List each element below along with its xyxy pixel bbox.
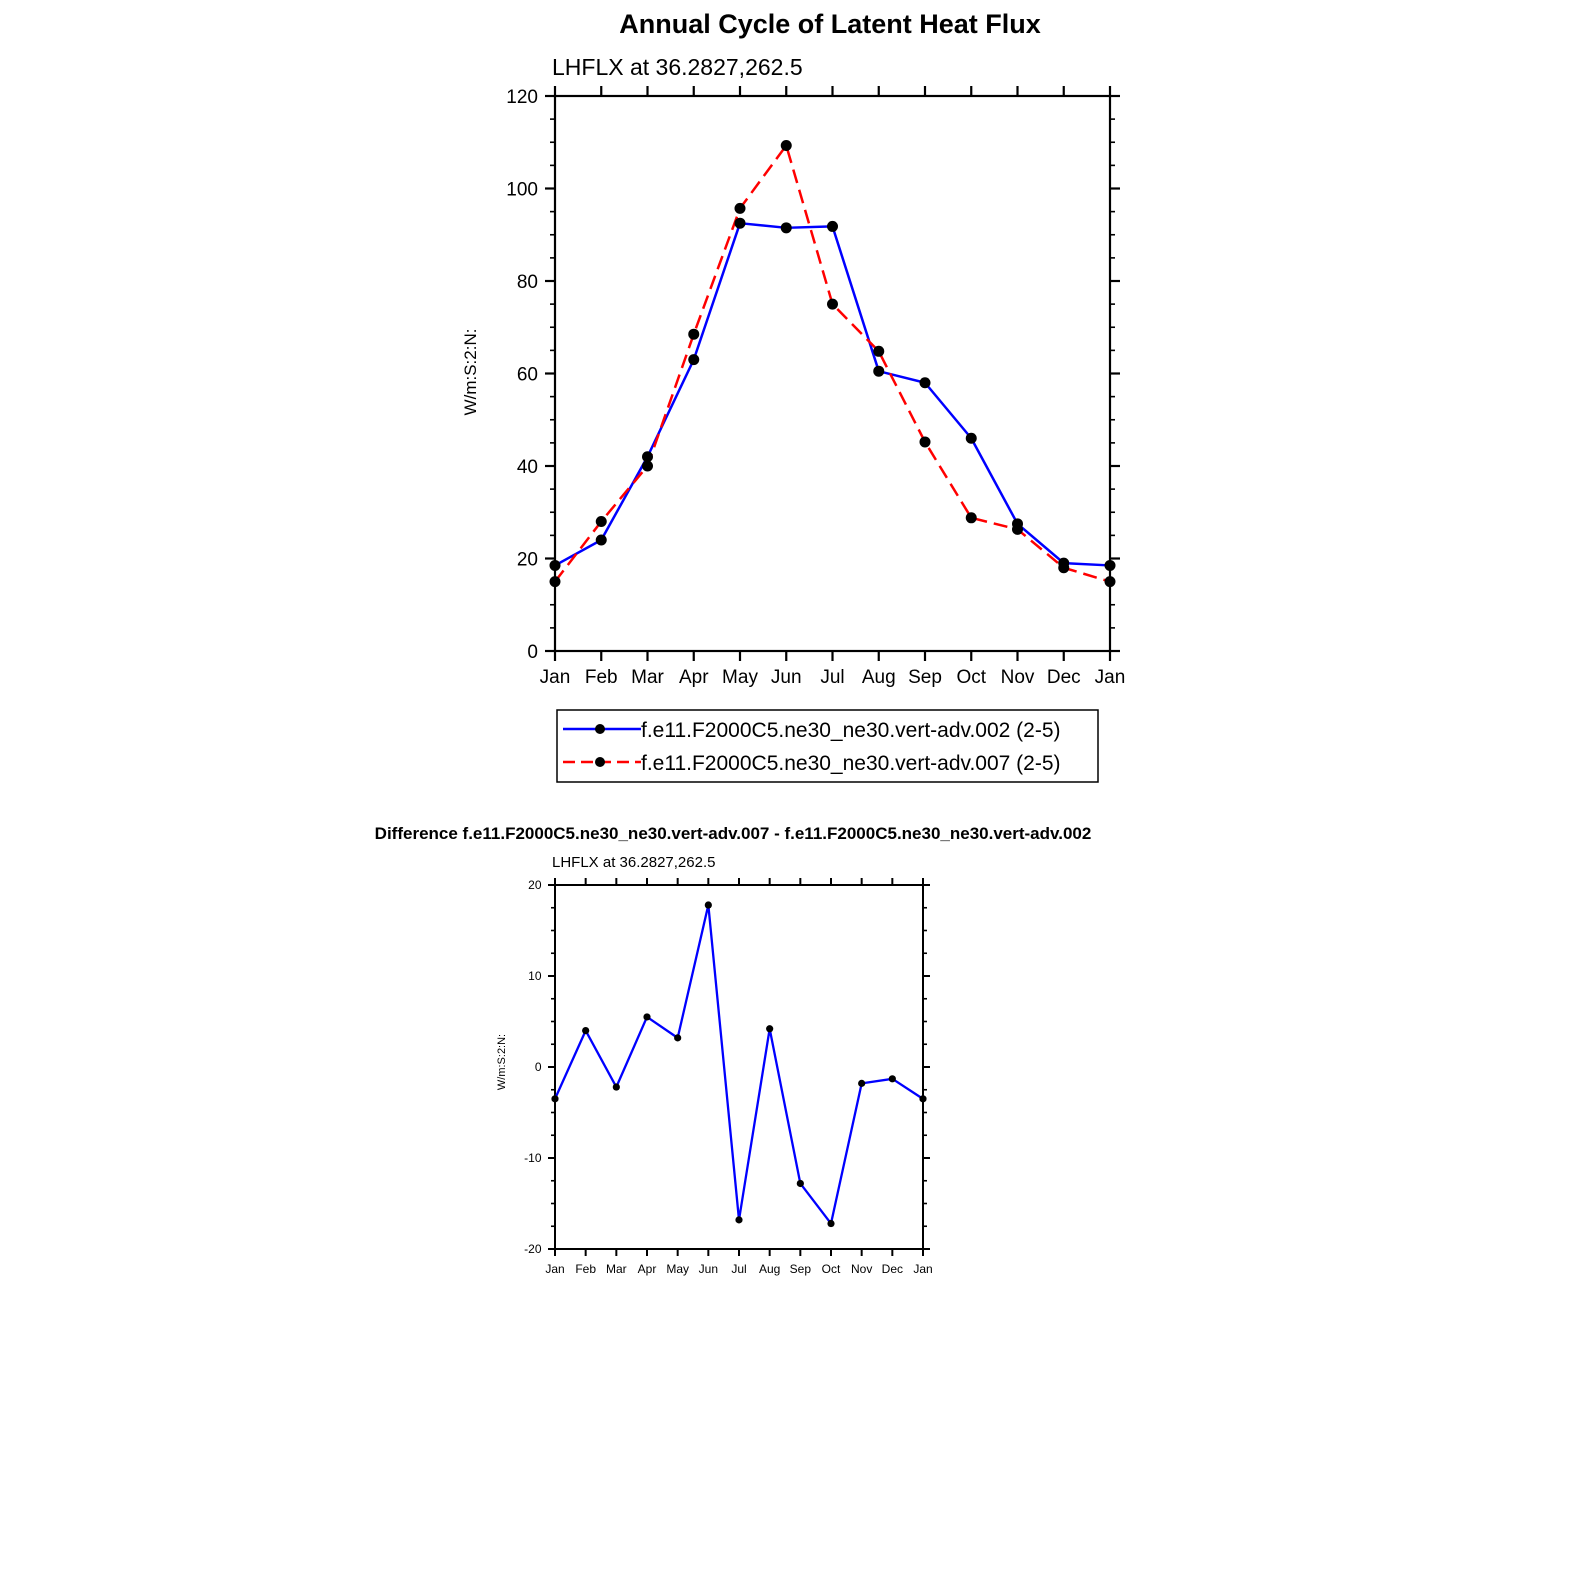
chart2-y-axis-label: W/m:S:2:N: <box>496 1034 508 1090</box>
series-2-point <box>595 516 607 527</box>
legend-label-series-002: f.e11.F2000C5.ne30_ne30.vert-adv.002 (2-… <box>641 719 1061 742</box>
chart1-y-axis-label: W/m:S:2:N: <box>461 329 480 416</box>
series-1-point <box>796 1179 804 1188</box>
series-2-point <box>965 512 977 524</box>
chart1-series-layer <box>549 139 1116 588</box>
series-2-point <box>1012 523 1023 535</box>
series-1-point <box>919 1095 927 1103</box>
series-1-point <box>549 559 561 571</box>
chart1-subtitle: LHFLX at 36.2827,262.5 <box>552 54 803 80</box>
series-2-point <box>873 345 885 357</box>
x-tick-label: Feb <box>575 1262 596 1276</box>
series-2-point <box>1104 576 1116 588</box>
x-tick-label: Apr <box>679 667 709 688</box>
series-1-point <box>595 534 607 546</box>
x-tick-label: Oct <box>956 667 986 688</box>
series-1-point <box>1104 559 1116 571</box>
x-tick-label: Sep <box>790 1262 812 1276</box>
x-tick-label: Mar <box>606 1262 627 1276</box>
series-1-point <box>858 1079 866 1087</box>
series-2-point <box>549 576 561 588</box>
x-tick-label: May <box>722 667 758 688</box>
x-tick-label: Sep <box>908 667 942 688</box>
chart2-title: Difference f.e11.F2000C5.ne30_ne30.vert-… <box>375 824 1092 843</box>
series-2-point <box>827 298 838 310</box>
series-1-point <box>827 1219 835 1228</box>
legend-label-series-007: f.e11.F2000C5.ne30_ne30.vert-adv.007 (2-… <box>641 752 1061 775</box>
series-1-point <box>965 432 977 444</box>
y-tick-label: 80 <box>517 272 538 293</box>
x-tick-label: Oct <box>822 1262 841 1276</box>
x-tick-label: Jul <box>731 1262 746 1276</box>
legend-marker-series-007 <box>595 757 605 767</box>
y-tick-label: 120 <box>506 87 538 108</box>
chart1-tick-labels: Jan Feb Mar Apr May Jun Jul Aug Sep Oct Nov Dec Jan0… <box>506 87 1125 688</box>
series-1-point <box>888 1075 896 1083</box>
series-2-point <box>1058 562 1070 574</box>
x-tick-label: Jan <box>913 1262 932 1276</box>
y-tick-label: 10 <box>528 969 542 983</box>
chart2-series-layer <box>551 901 927 1228</box>
x-tick-label: Jun <box>699 1262 718 1276</box>
x-tick-label: Jun <box>771 667 802 688</box>
series-2-point <box>780 139 792 151</box>
series-1-point <box>766 1025 774 1033</box>
x-tick-label: Aug <box>862 667 896 688</box>
series-1-point <box>873 365 885 377</box>
chart2-axis-ticks <box>548 878 930 1256</box>
x-tick-label: Aug <box>759 1262 780 1276</box>
series-1-point <box>919 377 931 389</box>
y-tick-label: 40 <box>517 457 538 478</box>
x-tick-label: Mar <box>631 667 664 688</box>
series-1-point <box>827 220 838 232</box>
series-1-point <box>674 1034 682 1042</box>
series-1-point <box>551 1095 559 1103</box>
chart1-title: Annual Cycle of Latent Heat Flux <box>619 9 1041 39</box>
series-2-point <box>688 328 700 340</box>
series-1-point <box>642 451 653 463</box>
x-tick-label: Jan <box>545 1262 564 1276</box>
series-1-point <box>643 1013 651 1021</box>
series-2-point <box>919 436 931 448</box>
y-tick-label: 20 <box>528 878 542 892</box>
series-1-point <box>704 901 712 909</box>
series-1-point <box>735 1216 743 1224</box>
chart2-subtitle: LHFLX at 36.2827,262.5 <box>552 854 715 871</box>
x-tick-label: Jan <box>540 667 571 688</box>
legend-marker-series-002 <box>595 724 605 734</box>
series-1-point <box>734 217 746 229</box>
y-tick-label: 100 <box>506 180 538 201</box>
chart1-axis-ticks <box>545 86 1120 661</box>
y-tick-label: -20 <box>524 1242 542 1256</box>
x-tick-label: Nov <box>851 1262 872 1276</box>
y-tick-label: -10 <box>524 1151 542 1165</box>
x-tick-label: Jul <box>820 667 844 688</box>
chart2-tick-labels: Jan Feb Mar Apr May Jun Jul Aug Sep Oct Nov Dec Jan-… <box>524 878 933 1276</box>
legend-box <box>556 709 1099 783</box>
y-tick-label: 0 <box>527 642 538 663</box>
series-2-point <box>642 460 653 472</box>
series-1-point <box>688 354 700 366</box>
chart1-legend: f.e11.F2000C5.ne30_ne30.vert-adv.002 (2-… <box>556 709 1099 783</box>
x-tick-label: Jan <box>1095 667 1126 688</box>
y-tick-label: 60 <box>517 365 538 386</box>
series-2-point <box>734 202 746 214</box>
x-tick-label: Feb <box>585 667 618 688</box>
y-tick-label: 20 <box>517 550 538 571</box>
x-tick-label: Apr <box>638 1262 657 1276</box>
x-tick-label: May <box>666 1262 689 1276</box>
x-tick-label: Dec <box>882 1262 903 1276</box>
x-tick-label: Dec <box>1047 667 1081 688</box>
series-1-point <box>780 222 792 234</box>
y-tick-label: 0 <box>535 1060 542 1074</box>
series-1-point <box>582 1027 590 1035</box>
x-tick-label: Nov <box>1001 667 1035 688</box>
series-1-point <box>612 1083 620 1091</box>
